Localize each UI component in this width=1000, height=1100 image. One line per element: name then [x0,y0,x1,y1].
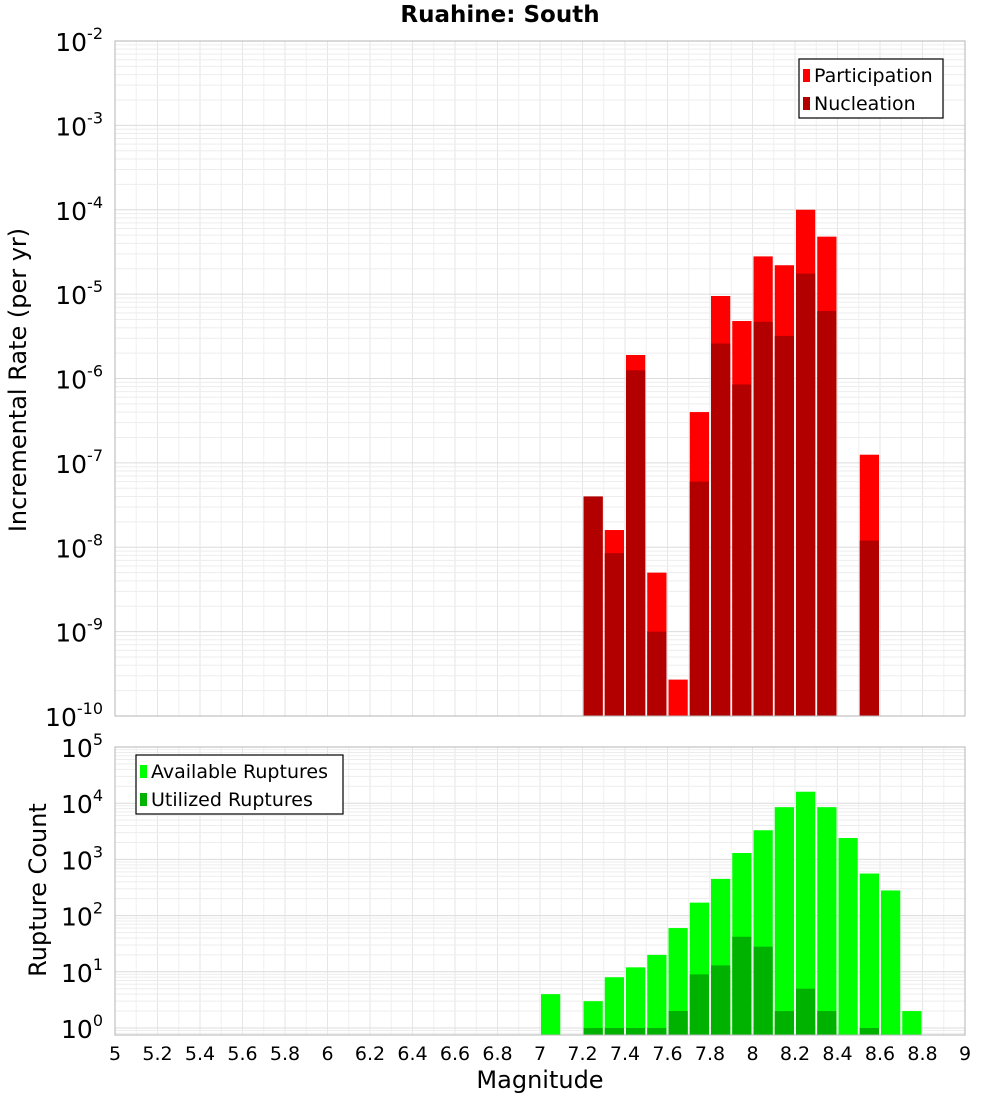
x-tick-label: 8.6 [865,1043,895,1065]
top-legend-label: Nucleation [814,93,916,115]
x-tick-label: 7.6 [652,1043,682,1065]
bottom-series-secondary [583,936,879,1035]
bottom-legend-box [135,754,344,815]
bottom-bar [541,994,561,1035]
bottom-legend-label: Utilized Ruptures [151,789,313,811]
bottom-bar [817,1011,837,1035]
bottom-bar [626,1027,646,1035]
bottom-bar [732,936,752,1035]
x-axis-label: Magnitude [476,1066,604,1094]
bottom-bar [626,967,646,1035]
x-tick-label: 7.8 [695,1043,725,1065]
bottom-y-tick-label: 102 [61,899,103,932]
top-bar [583,496,603,716]
x-tick-label: 5 [109,1043,121,1065]
x-tick-label: 8.8 [907,1043,937,1065]
bottom-bar [604,1027,624,1035]
top-legend-box [798,58,944,119]
bottom-bar [859,873,879,1035]
top-bar [647,631,667,716]
bottom-y-tick-label: 100 [61,1011,103,1044]
top-bar [753,321,773,716]
x-tick-label: 6.8 [482,1043,512,1065]
top-bar [817,311,837,716]
x-tick-label: 9 [959,1043,971,1065]
bottom-bar [796,988,816,1035]
top-plot-frame [114,40,966,717]
bottom-bar [817,807,837,1035]
x-tick-label: 5.6 [227,1043,257,1065]
bottom-plot-frame [114,746,966,1036]
top-grid [114,40,966,717]
top-y-tick-label: 10-7 [55,446,103,479]
top-bar [859,540,879,716]
x-tick-label: 8.2 [780,1043,810,1065]
top-y-tick-label: 10-8 [55,530,103,563]
chart-title: Ruahine: South [400,2,600,28]
bottom-bar [711,965,731,1035]
bottom-y-tick-label: 105 [61,730,103,763]
x-tick-label: 8.4 [822,1043,852,1065]
bottom-bar [774,807,794,1035]
top-y-tick-label: 10-4 [55,193,103,226]
top-y-tick-label: 10-9 [55,615,103,648]
x-tick-label: 8 [746,1043,758,1065]
bottom-bar [902,1011,922,1035]
top-bar [796,273,816,716]
bottom-bar [753,946,773,1035]
top-bar [668,679,688,716]
top-bar [689,481,709,716]
bottom-bar [796,791,816,1035]
top-y-tick-label: 10-10 [45,699,103,732]
x-tick-label: 6 [321,1043,333,1065]
top-bar [711,343,731,716]
x-tick-label: 6.2 [355,1043,385,1065]
bottom-legend: Available Ruptures Utilized Ruptures [135,754,344,815]
top-legend-swatch [803,97,810,110]
bottom-y-tick-label: 101 [61,955,103,988]
bottom-y-tick-label: 104 [61,786,103,819]
bottom-bar [647,1027,667,1035]
bottom-legend-swatch [140,793,147,806]
bottom-bar [881,890,901,1035]
bottom-bar [583,1027,603,1035]
x-tick-label: 7 [534,1043,546,1065]
top-y-tick-label: 10-3 [55,108,103,141]
top-legend-label: Participation [814,65,933,87]
top-legend-swatch [803,69,810,82]
top-series-secondary [583,273,879,716]
x-tick-label: 7.2 [567,1043,597,1065]
top-bar [774,335,794,716]
bottom-legend-label: Available Ruptures [151,761,328,783]
bottom-bar [774,1011,794,1035]
bottom-bar [838,838,858,1035]
bottom-legend-swatch [140,765,147,778]
x-tick-label: 5.2 [142,1043,172,1065]
top-bar [604,553,624,716]
top-y-tick-label: 10-2 [55,24,103,57]
bottom-bar [689,974,709,1035]
top-legend: Participation Nucleation [798,58,944,119]
top-y-tick-label: 10-5 [55,277,103,310]
x-tick-label: 6.4 [397,1043,427,1065]
bottom-y-tick-label: 103 [61,842,103,875]
bottom-bar [859,1027,879,1035]
bottom-bar [604,977,624,1035]
top-y-tick-label: 10-6 [55,362,103,395]
x-tick-label: 5.8 [270,1043,300,1065]
bottom-bar [647,954,667,1035]
bottom-bar [668,928,688,1035]
x-tick-label: 5.4 [185,1043,215,1065]
x-tick-label: 6.6 [440,1043,470,1065]
top-bar [626,370,646,716]
top-bar [732,384,752,716]
bottom-bar [583,1001,603,1035]
x-tick-label: 7.4 [610,1043,640,1065]
bottom-bar [668,1011,688,1035]
